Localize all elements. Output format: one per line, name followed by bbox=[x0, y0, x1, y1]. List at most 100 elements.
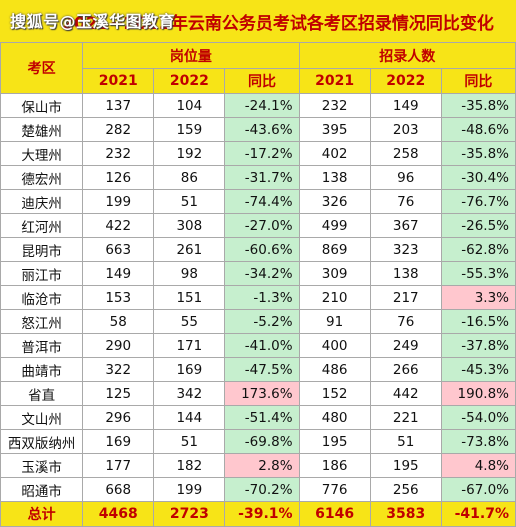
header-region: 考区 bbox=[0, 42, 84, 94]
region-cell: 玉溪市 bbox=[0, 453, 84, 478]
recruits-2021-cell: 400 bbox=[298, 333, 371, 358]
total-positions-yoy: -39.1% bbox=[224, 501, 300, 527]
positions-yoy-cell: 173.6% bbox=[224, 381, 300, 406]
recruits-2022-cell: 367 bbox=[369, 213, 442, 238]
recruits-2021-cell: 402 bbox=[298, 141, 371, 166]
positions-yoy-cell: -24.1% bbox=[224, 93, 300, 118]
positions-yoy-cell: -1.3% bbox=[224, 285, 300, 310]
watermark: 搜狐号@玉溪华图教育 bbox=[10, 12, 176, 31]
region-cell: 楚雄州 bbox=[0, 117, 84, 142]
positions-2021-cell: 153 bbox=[82, 285, 155, 310]
positions-2022-cell: 261 bbox=[153, 237, 226, 262]
recruits-2021-cell: 486 bbox=[298, 357, 371, 382]
region-cell: 文山州 bbox=[0, 405, 84, 430]
table-row: 楚雄州 282 159 -43.6% 395 203 -48.6% bbox=[0, 117, 516, 142]
recruits-yoy-cell: -26.5% bbox=[440, 213, 516, 238]
recruits-2021-cell: 195 bbox=[298, 429, 371, 454]
region-cell: 曲靖市 bbox=[0, 357, 84, 382]
positions-yoy-cell: -5.2% bbox=[224, 309, 300, 334]
positions-2021-cell: 169 bbox=[82, 429, 155, 454]
total-row: 总计 4468 2723 -39.1% 6146 3583 -41.7% bbox=[0, 501, 516, 527]
recruits-2022-cell: 256 bbox=[369, 477, 442, 502]
table-row: 玉溪市 177 182 2.8% 186 195 4.8% bbox=[0, 453, 516, 478]
positions-yoy-cell: -74.4% bbox=[224, 189, 300, 214]
positions-2021-cell: 137 bbox=[82, 93, 155, 118]
positions-yoy-cell: -51.4% bbox=[224, 405, 300, 430]
positions-2022-cell: 144 bbox=[153, 405, 226, 430]
recruits-2022-cell: 195 bbox=[369, 453, 442, 478]
recruits-yoy-cell: -30.4% bbox=[440, 165, 516, 190]
positions-2021-cell: 290 bbox=[82, 333, 155, 358]
recruits-2022-cell: 266 bbox=[369, 357, 442, 382]
recruits-2021-cell: 232 bbox=[298, 93, 371, 118]
table-row: 德宏州 126 86 -31.7% 138 96 -30.4% bbox=[0, 165, 516, 190]
positions-2021-cell: 58 bbox=[82, 309, 155, 334]
positions-yoy-cell: -34.2% bbox=[224, 261, 300, 286]
header-row-groups: 考区 岗位量 招录人数 bbox=[0, 42, 516, 94]
table-row: 西双版纳州 169 51 -69.8% 195 51 -73.8% bbox=[0, 429, 516, 454]
recruits-2022-cell: 221 bbox=[369, 405, 442, 430]
positions-yoy-cell: -47.5% bbox=[224, 357, 300, 382]
positions-2021-cell: 282 bbox=[82, 117, 155, 142]
positions-2022-cell: 342 bbox=[153, 381, 226, 406]
recruits-2022-cell: 149 bbox=[369, 93, 442, 118]
recruits-2022-cell: 51 bbox=[369, 429, 442, 454]
recruits-yoy-cell: -37.8% bbox=[440, 333, 516, 358]
header-recruits-2021: 2021 bbox=[298, 68, 371, 94]
recruits-yoy-cell: -67.0% bbox=[440, 477, 516, 502]
header-recruits: 招录人数 bbox=[298, 42, 516, 69]
total-recruits-2021: 6146 bbox=[298, 501, 371, 527]
recruits-2022-cell: 323 bbox=[369, 237, 442, 262]
positions-2022-cell: 182 bbox=[153, 453, 226, 478]
recruits-yoy-cell: -73.8% bbox=[440, 429, 516, 454]
recruits-2022-cell: 203 bbox=[369, 117, 442, 142]
recruits-yoy-cell: -45.3% bbox=[440, 357, 516, 382]
region-cell: 怒江州 bbox=[0, 309, 84, 334]
positions-2021-cell: 232 bbox=[82, 141, 155, 166]
recruits-yoy-cell: 3.3% bbox=[440, 285, 516, 310]
recruits-2022-cell: 249 bbox=[369, 333, 442, 358]
region-cell: 临沧市 bbox=[0, 285, 84, 310]
region-cell: 昆明市 bbox=[0, 237, 84, 262]
positions-2021-cell: 663 bbox=[82, 237, 155, 262]
header-positions: 岗位量 bbox=[82, 42, 300, 69]
recruits-2021-cell: 499 bbox=[298, 213, 371, 238]
recruits-2021-cell: 480 bbox=[298, 405, 371, 430]
recruits-yoy-cell: 190.8% bbox=[440, 381, 516, 406]
positions-2021-cell: 199 bbox=[82, 189, 155, 214]
recruits-yoy-cell: -48.6% bbox=[440, 117, 516, 142]
positions-yoy-cell: -31.7% bbox=[224, 165, 300, 190]
recruits-yoy-cell: 4.8% bbox=[440, 453, 516, 478]
region-cell: 红河州 bbox=[0, 213, 84, 238]
table-title-text: 2021~2022年云南公务员考试各考区招录情况同比变化 bbox=[62, 13, 494, 34]
region-cell: 大理州 bbox=[0, 141, 84, 166]
positions-yoy-cell: -69.8% bbox=[224, 429, 300, 454]
region-cell: 西双版纳州 bbox=[0, 429, 84, 454]
positions-2021-cell: 125 bbox=[82, 381, 155, 406]
positions-2021-cell: 126 bbox=[82, 165, 155, 190]
recruits-2022-cell: 76 bbox=[369, 189, 442, 214]
positions-2022-cell: 51 bbox=[153, 429, 226, 454]
region-cell: 省直 bbox=[0, 381, 84, 406]
recruits-yoy-cell: -76.7% bbox=[440, 189, 516, 214]
positions-2022-cell: 199 bbox=[153, 477, 226, 502]
positions-2022-cell: 169 bbox=[153, 357, 226, 382]
region-cell: 德宏州 bbox=[0, 165, 84, 190]
table-row: 迪庆州 199 51 -74.4% 326 76 -76.7% bbox=[0, 189, 516, 214]
positions-2022-cell: 104 bbox=[153, 93, 226, 118]
recruitment-table: 考区 岗位量 招录人数 2021 2022 同比 2021 2022 同比 保山… bbox=[0, 42, 516, 527]
positions-yoy-cell: 2.8% bbox=[224, 453, 300, 478]
region-cell: 丽江市 bbox=[0, 261, 84, 286]
positions-yoy-cell: -70.2% bbox=[224, 477, 300, 502]
table-body: 保山市 137 104 -24.1% 232 149 -35.8% 楚雄州 282 159 -43.… bbox=[0, 93, 516, 502]
table-row: 丽江市 149 98 -34.2% 309 138 -55.3% bbox=[0, 261, 516, 286]
positions-yoy-cell: -41.0% bbox=[224, 333, 300, 358]
table-row: 临沧市 153 151 -1.3% 210 217 3.3% bbox=[0, 285, 516, 310]
header-recruits-2022: 2022 bbox=[369, 68, 442, 94]
region-cell: 昭通市 bbox=[0, 477, 84, 502]
positions-yoy-cell: -60.6% bbox=[224, 237, 300, 262]
recruits-2021-cell: 152 bbox=[298, 381, 371, 406]
recruits-yoy-cell: -16.5% bbox=[440, 309, 516, 334]
region-cell: 保山市 bbox=[0, 93, 84, 118]
